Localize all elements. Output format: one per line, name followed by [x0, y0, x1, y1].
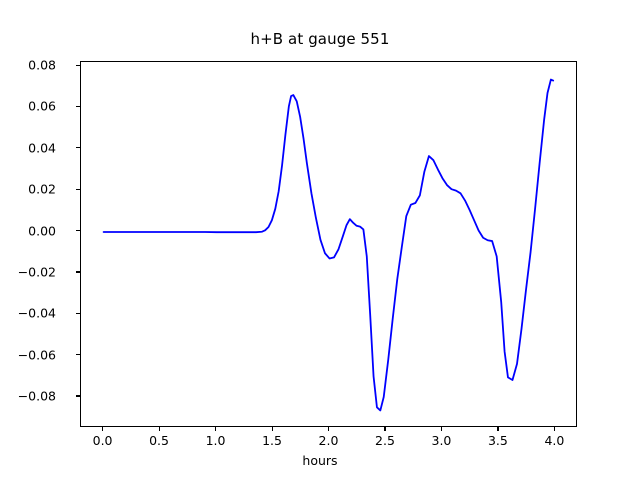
y-tick-mark — [76, 188, 80, 190]
y-tick-mark — [76, 312, 80, 314]
x-tick-label: 2.0 — [318, 433, 339, 448]
chart-title: h+B at gauge 551 — [250, 30, 390, 48]
y-tick-label: −0.06 — [17, 347, 56, 363]
plot-area — [80, 61, 577, 427]
x-tick-mark — [215, 427, 217, 431]
y-tick-mark — [76, 395, 80, 397]
x-tick-mark — [553, 427, 555, 431]
x-tick-label: 2.5 — [375, 433, 395, 448]
line-chart-svg — [102, 78, 555, 412]
y-tick-mark — [76, 271, 80, 273]
y-tick-mark — [76, 147, 80, 149]
x-tick-label: 4.0 — [544, 433, 565, 448]
x-tick-mark — [102, 427, 104, 431]
x-tick-label: 3.0 — [431, 433, 452, 448]
y-tick-mark — [76, 230, 80, 232]
y-tick-label: −0.08 — [17, 388, 56, 404]
y-tick-mark — [76, 105, 80, 108]
x-axis-label: hours — [302, 453, 338, 468]
x-tick-mark — [440, 427, 443, 431]
data-series-line — [102, 78, 555, 412]
y-tick-mark — [76, 354, 80, 356]
x-tick-label: 0.0 — [92, 433, 113, 448]
x-tick-mark — [384, 427, 386, 431]
x-tick-label: 1.0 — [205, 433, 226, 448]
x-tick-mark — [158, 427, 160, 431]
x-tick-label: 0.5 — [149, 433, 169, 448]
y-tick-label: 0.08 — [28, 57, 56, 73]
y-tick-label: 0.06 — [28, 98, 56, 114]
y-tick-label: 0.00 — [28, 223, 56, 239]
x-tick-mark — [328, 427, 330, 431]
y-tick-label: −0.04 — [17, 305, 56, 321]
y-tick-mark — [76, 64, 80, 66]
x-tick-mark — [271, 427, 273, 431]
y-tick-label: 0.04 — [28, 140, 56, 156]
y-tick-label: 0.02 — [28, 181, 56, 197]
x-tick-label: 1.5 — [262, 433, 282, 448]
y-tick-label: −0.02 — [17, 264, 56, 280]
x-tick-mark — [497, 427, 499, 431]
x-tick-label: 3.5 — [487, 433, 508, 448]
